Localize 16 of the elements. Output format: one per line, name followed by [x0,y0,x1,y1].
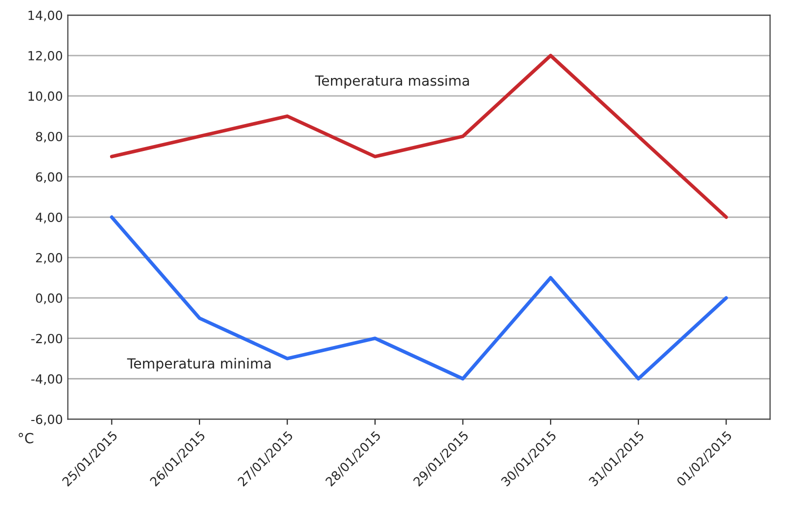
y-tick-label: 12,00 [28,51,62,62]
y-tick-label: -2,00 [31,334,62,345]
series-label: Temperatura minima [127,358,271,372]
y-tick-label: 6,00 [36,172,62,183]
y-tick-label: 0,00 [36,293,62,304]
y-tick-label: 14,00 [28,10,62,22]
y-tick-label: 10,00 [28,91,62,102]
y-axis-title: °C [18,432,34,444]
line-series [110,54,728,219]
y-tick-label: -6,00 [31,414,62,426]
y-tick-label: 2,00 [36,253,62,264]
text: Temperatura massima [315,75,469,89]
y-tick-label: -4,00 [31,374,62,385]
y-tick-label: 8,00 [36,132,62,143]
y-tick-label: 4,00 [36,212,62,224]
line-series [110,215,728,380]
